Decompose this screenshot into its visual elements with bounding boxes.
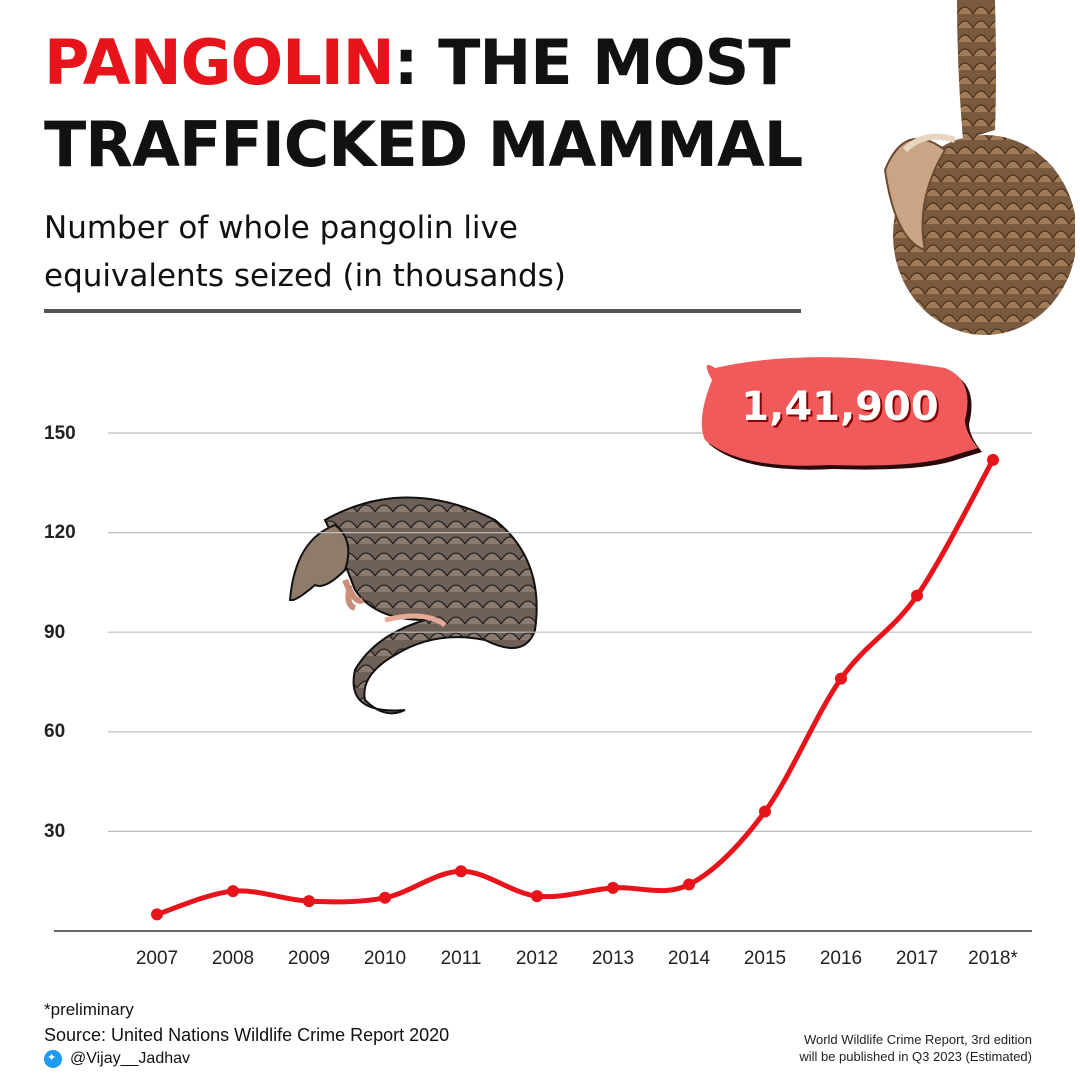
x-tick-label: 2007	[135, 948, 179, 969]
preliminary-footnote: *preliminary	[44, 1000, 134, 1019]
chart-subtitle: Number of whole pangolin live equivalent…	[44, 210, 566, 294]
pangolin-photo	[883, 0, 1075, 335]
peak-value-callout: 1,41,900	[741, 384, 939, 430]
data-point	[303, 895, 315, 908]
x-tick-label: 2012	[515, 948, 559, 969]
source-credit: Source: United Nations Wildlife Crime Re…	[44, 1025, 450, 1045]
data-point	[151, 908, 163, 921]
x-tick-label: 2014	[667, 948, 711, 969]
author-handle: @Vijay__Jadhav	[44, 1050, 190, 1068]
edition-note-line2: will be published in Q3 2023 (Estimated)	[799, 1049, 1032, 1064]
x-tick-label: 2017	[895, 948, 939, 969]
handle-text[interactable]: @Vijay__Jadhav	[70, 1050, 191, 1067]
title-accent: PANGOLIN	[44, 26, 395, 99]
x-tick-label: 2008	[211, 948, 255, 969]
data-point	[683, 878, 695, 891]
edition-note-line1: World Wildlife Crime Report, 3rd edition	[803, 1032, 1032, 1047]
y-tick-label: 150	[44, 423, 76, 444]
data-point	[531, 890, 543, 903]
page-title: PANGOLIN: THE MOST TRAFFICKED MAMMAL	[44, 22, 844, 186]
series-line	[154, 457, 996, 917]
callout-bubble	[701, 357, 978, 466]
data-point	[987, 453, 999, 466]
title-rest: : THE MOST TRAFFICKED MAMMAL	[44, 26, 803, 181]
twitter-icon	[44, 1050, 62, 1068]
data-point	[835, 672, 847, 685]
data-point	[227, 885, 239, 898]
x-tick-label: 2018*	[968, 948, 1018, 969]
x-tick-label: 2011	[440, 948, 482, 969]
data-point	[911, 589, 923, 602]
data-point	[379, 891, 391, 904]
y-tick-label: 120	[44, 522, 76, 543]
y-tick-label: 30	[44, 821, 66, 842]
title-divider	[44, 309, 801, 313]
y-tick-label: 60	[44, 721, 66, 742]
data-point	[759, 805, 771, 818]
data-point	[455, 865, 467, 878]
y-tick-label: 90	[44, 622, 66, 643]
data-point	[607, 881, 619, 894]
x-tick-label: 2016	[819, 948, 863, 969]
x-tick-label: 2009	[287, 948, 331, 969]
pangolin-illustration	[288, 496, 538, 715]
x-tick-label: 2010	[363, 948, 407, 969]
x-tick-label: 2013	[591, 948, 635, 969]
x-tick-label: 2015	[743, 948, 787, 969]
edition-note: World Wildlife Crime Report, 3rd edition…	[799, 1031, 1032, 1065]
